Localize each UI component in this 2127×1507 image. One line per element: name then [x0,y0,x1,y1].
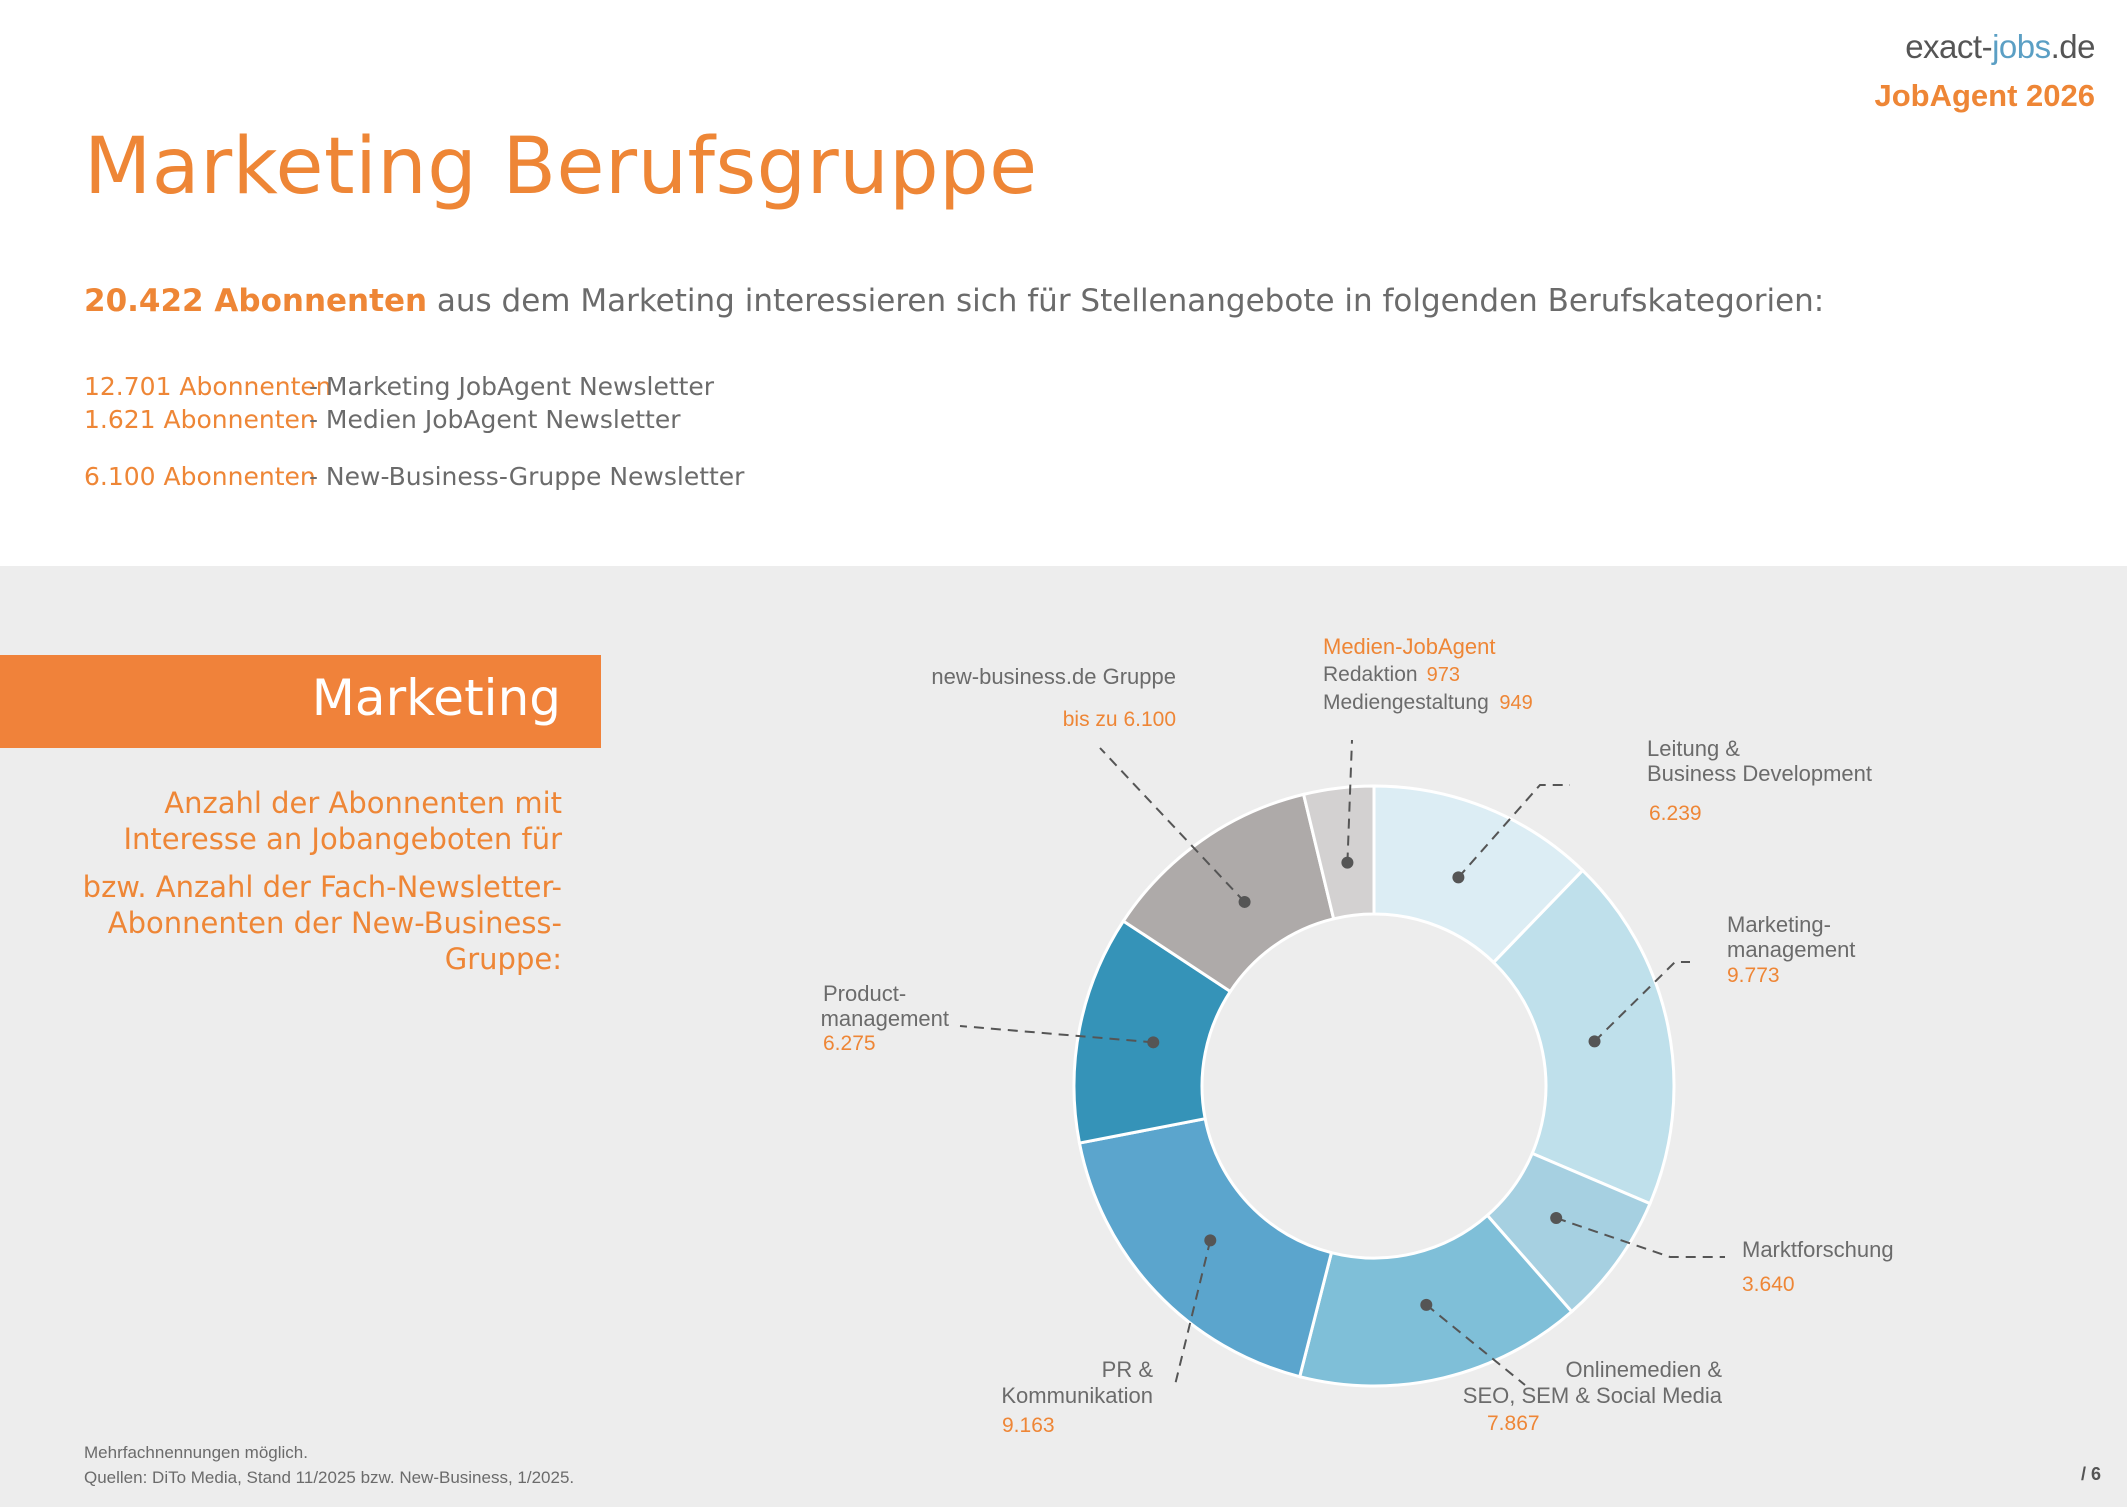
section-banner: Marketing [0,655,601,748]
jobagent-badge: JobAgent 2026 [1874,78,2095,113]
page-number: / 6 [2080,1464,2101,1484]
newsletter-label: - New-Business-Gruppe Newsletter [301,462,745,491]
chart-description: Anzahl der Abonnenten mit Interesse an J… [60,785,562,977]
intro-body: aus dem Marketing interessieren sich für… [427,283,1825,319]
newsletter-label: - Marketing JobAgent Newsletter [301,372,715,401]
intro-highlight: 20.422 Abonnenten [84,283,428,319]
newsletter-label: - Medien JobAgent Newsletter [301,405,681,434]
newsletter-item: 1.621 Abonnenten - Medien JobAgent Newsl… [84,403,744,436]
logo-jobs: jobs [1992,28,2051,65]
newsletter-item: 6.100 Abonnenten - New-Business-Gruppe N… [84,460,744,493]
page-title: Marketing Berufsgruppe [84,122,1038,212]
logo-tld: .de [2050,28,2096,65]
exact-jobs-logo: exact-jobs.de [1905,28,2095,66]
footnote-note: Mehrfachnennungen möglich. [84,1443,308,1462]
banner-label: Marketing [311,669,561,727]
newsletter-item: 12.701 Abonnenten - Marketing JobAgent N… [84,370,744,403]
newsletter-count: 1.621 Abonnenten [84,405,316,434]
description-line-1: Anzahl der Abonnenten mit Interesse an J… [123,786,563,856]
newsletter-count: 6.100 Abonnenten [84,462,316,491]
newsletter-list: 12.701 Abonnenten - Marketing JobAgent N… [84,370,744,493]
newsletter-count: 12.701 Abonnenten [84,372,332,401]
footnote: Mehrfachnennungen möglich. Quellen: DiTo… [84,1440,574,1490]
footnote-source: Quellen: DiTo Media, Stand 11/2025 bzw. … [84,1468,575,1487]
logo-prefix: exact- [1905,28,1993,65]
intro-text: 20.422 Abonnenten aus dem Marketing inte… [84,283,1824,319]
description-line-2: bzw. Anzahl der Fach-Newsletter-Abonnent… [82,870,562,976]
